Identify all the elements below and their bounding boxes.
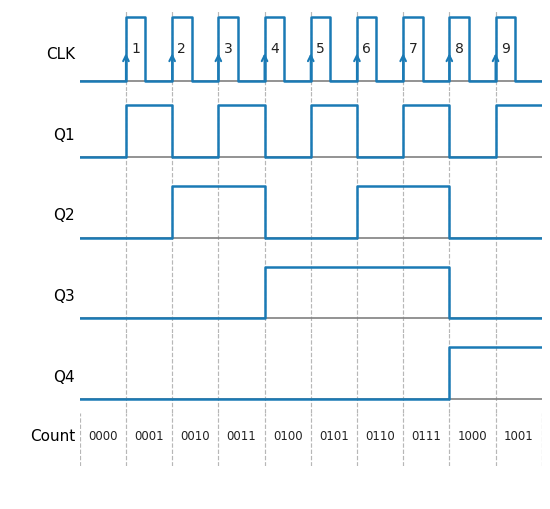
Text: 1000: 1000 <box>458 431 487 443</box>
Text: 9: 9 <box>501 42 510 56</box>
Text: Q1: Q1 <box>53 128 75 143</box>
Text: 7: 7 <box>409 42 417 56</box>
Text: Q4: Q4 <box>53 370 75 384</box>
Text: 3: 3 <box>224 42 233 56</box>
Text: 4: 4 <box>270 42 279 56</box>
Text: 0110: 0110 <box>365 431 395 443</box>
Text: 0111: 0111 <box>411 431 441 443</box>
Text: 0001: 0001 <box>134 431 164 443</box>
Text: CLK: CLK <box>46 47 75 62</box>
Text: 0101: 0101 <box>319 431 349 443</box>
Text: 0011: 0011 <box>227 431 256 443</box>
Text: 5: 5 <box>316 42 325 56</box>
Text: 1001: 1001 <box>504 431 534 443</box>
Text: 0010: 0010 <box>180 431 210 443</box>
Text: 6: 6 <box>362 42 371 56</box>
Text: 0000: 0000 <box>88 431 118 443</box>
Text: 8: 8 <box>455 42 464 56</box>
Text: 2: 2 <box>178 42 186 56</box>
Text: Q3: Q3 <box>53 289 75 304</box>
Text: Q2: Q2 <box>53 208 75 223</box>
Text: 0100: 0100 <box>273 431 303 443</box>
Text: 1: 1 <box>131 42 140 56</box>
Text: Count: Count <box>30 430 75 444</box>
